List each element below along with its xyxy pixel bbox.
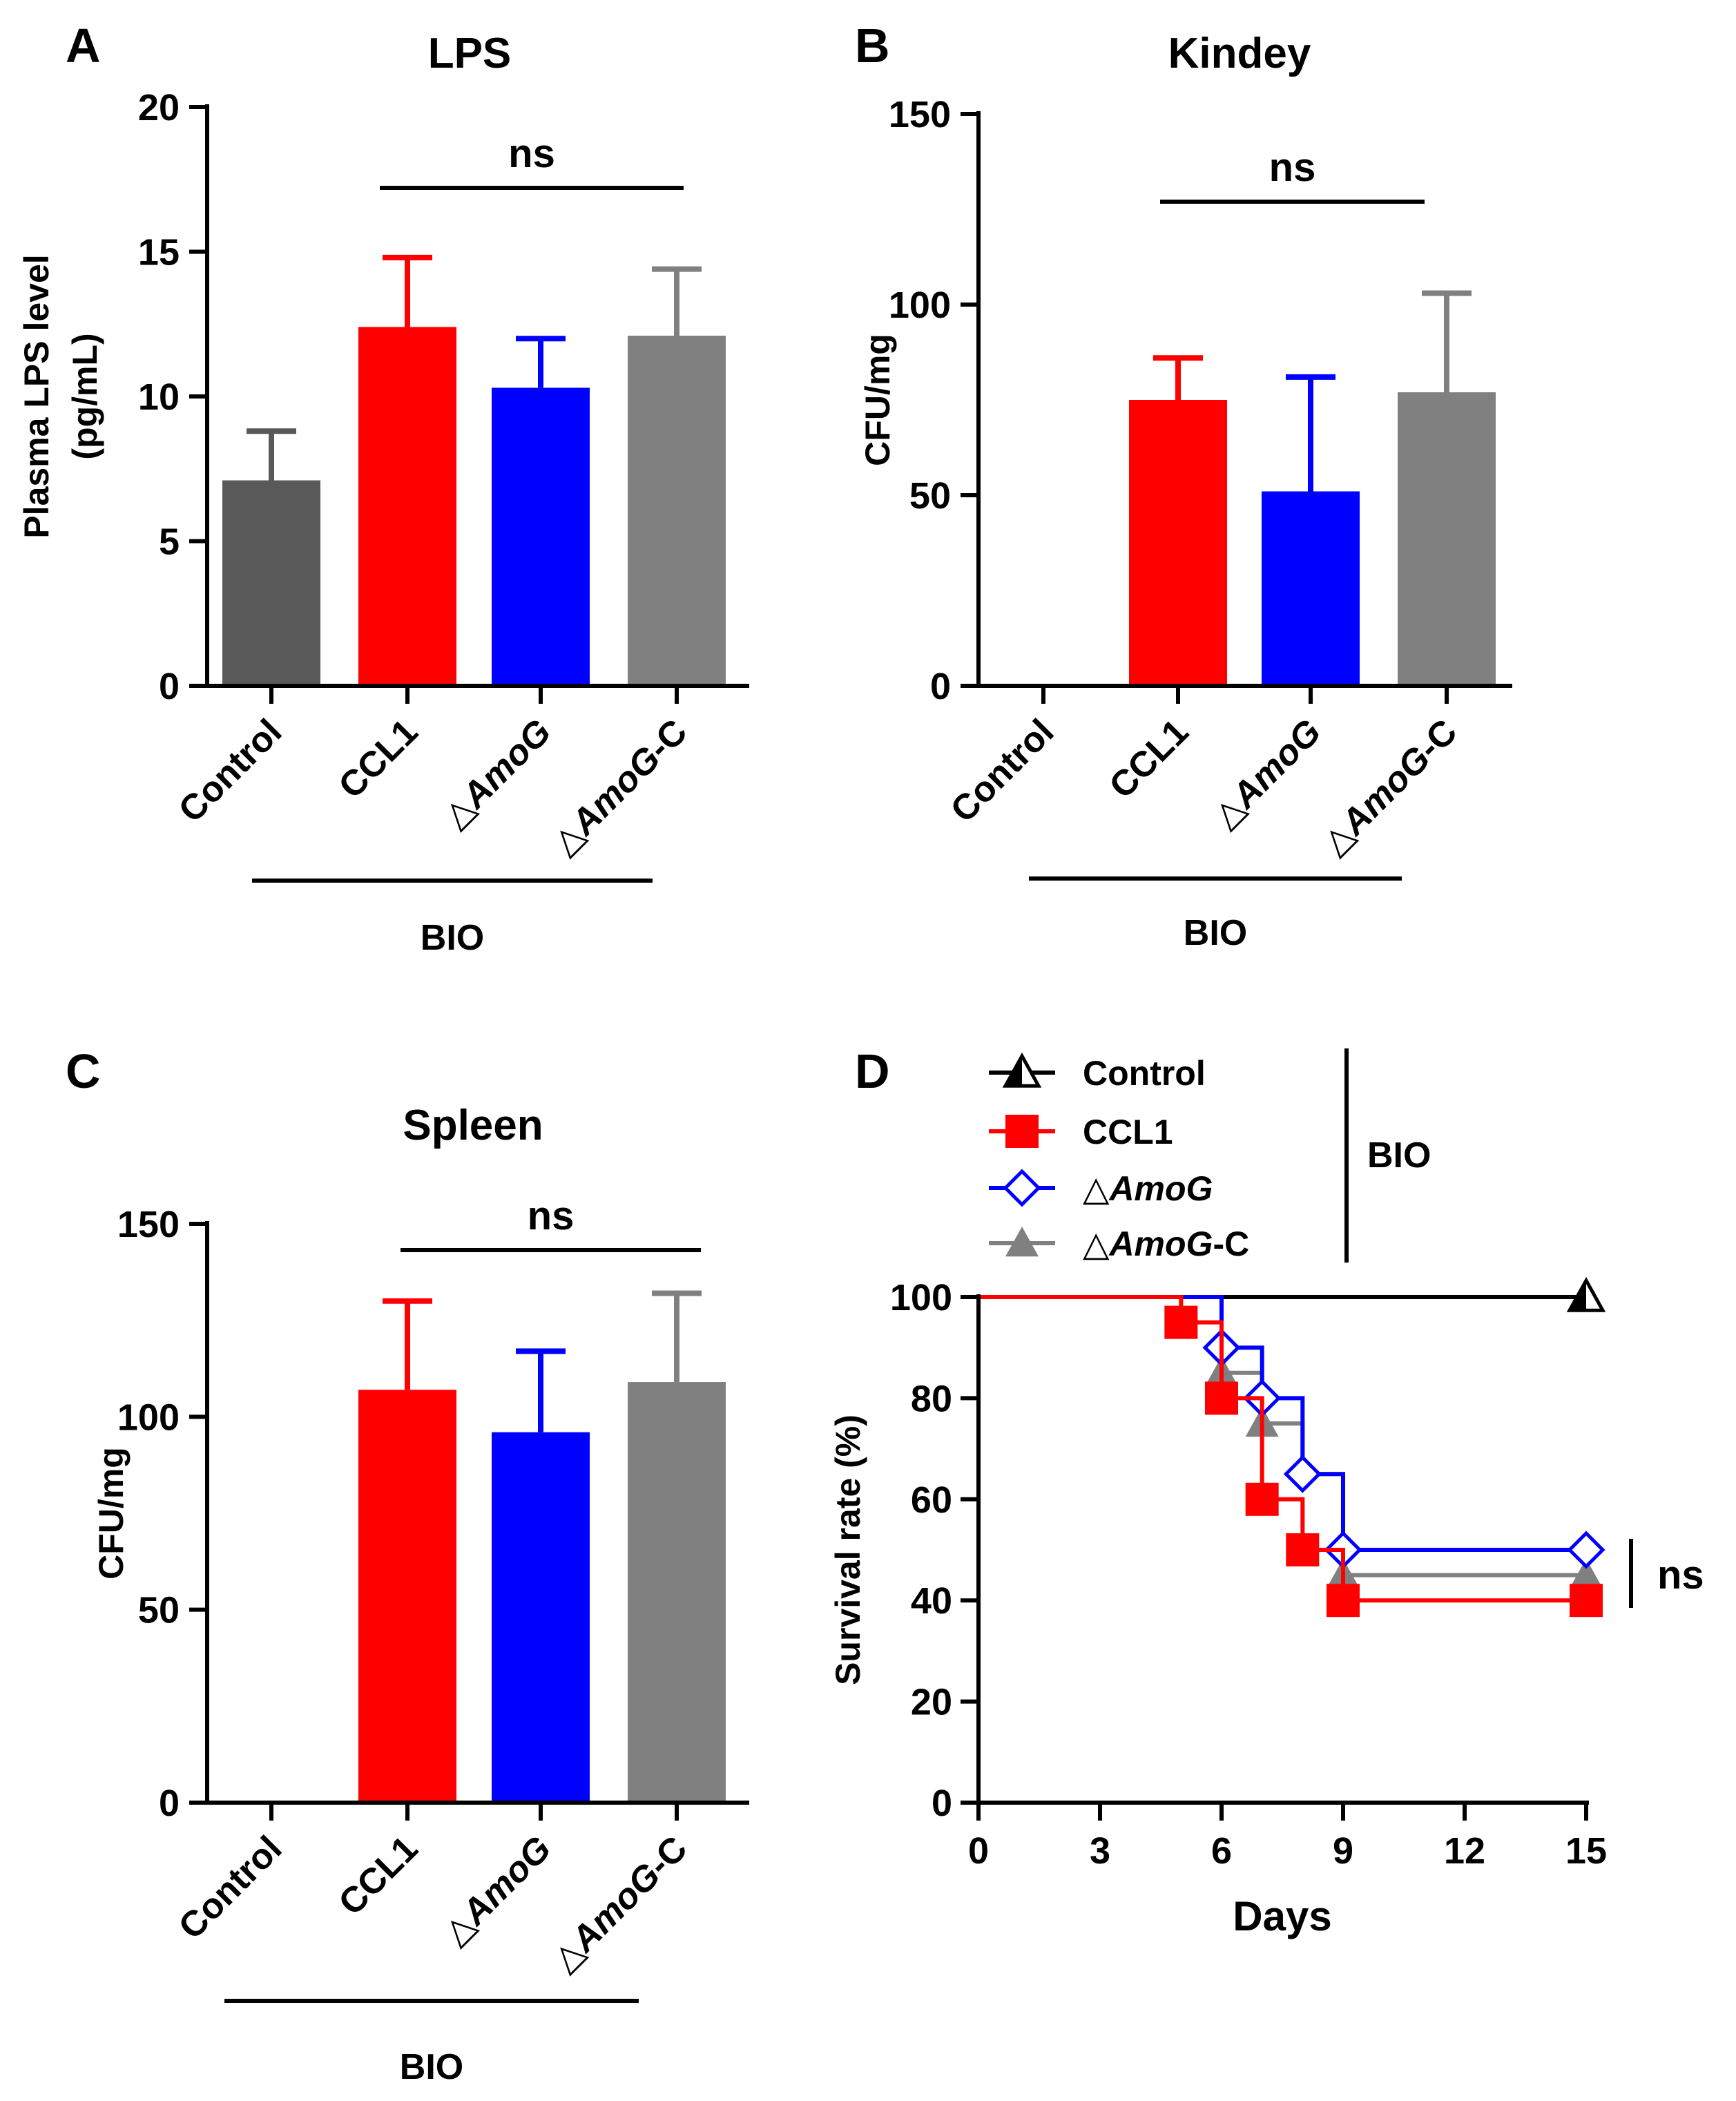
- panel-d-y-tick-label: 0: [932, 1783, 952, 1824]
- panel-d-legend-delta-amog-label: △AmoG: [1083, 1169, 1213, 1208]
- panel-d-legend-delta-amog-c-label: △AmoG-C: [1083, 1225, 1249, 1263]
- panel-b-significance-label: ns: [1269, 145, 1316, 190]
- panel-b-x-tick-label: CCL1: [1101, 711, 1196, 806]
- panel-b-group-label: BIO: [1184, 913, 1247, 953]
- panel-c-x-tick-label: CCL1: [331, 1828, 425, 1923]
- panel-a-y-label-unit: (pg/mL): [66, 333, 104, 459]
- panel-b-x-tick-label: △AmoG-C: [1314, 711, 1465, 862]
- panel-d-series-delta-amog-point: [1283, 1455, 1322, 1493]
- panel-d-series-ccl1-point: [1164, 1305, 1198, 1339]
- panel-a-y-tick-label: 20: [138, 87, 180, 128]
- panel-d-series-delta-amog-c-point: [1570, 1558, 1603, 1589]
- panel-d-legend-ccl1-label: CCL1: [1083, 1113, 1173, 1151]
- panel-d-x-label: Days: [1233, 1893, 1331, 1939]
- panel-a-letter: A: [66, 19, 101, 73]
- panel-d-series-delta-amog-point: [1567, 1531, 1605, 1569]
- panel-c-x-tick-label: △AmoG: [435, 1828, 559, 1953]
- panel-c-letter: C: [66, 1044, 101, 1098]
- panel-d-series-control-point-fill: [1570, 1280, 1586, 1311]
- panel-d-series-ccl1-point: [1205, 1381, 1238, 1415]
- panel-c-y-tick-label: 50: [138, 1590, 180, 1631]
- panel-c-y-tick-label: 0: [159, 1783, 180, 1824]
- panel-d-legend-ccl1-marker: [1005, 1115, 1039, 1148]
- panel-c-significance-label: ns: [528, 1193, 575, 1238]
- panel-d-y-label: Survival rate (%): [829, 1414, 867, 1685]
- panel-b-x-tick-label: △AmoG: [1205, 711, 1329, 836]
- panel-a-bar-delta-amog: [492, 387, 590, 686]
- panel-c-y-tick-label: 150: [117, 1204, 180, 1245]
- panel-d-legend-group-label: BIO: [1367, 1135, 1431, 1176]
- panel-c-bar-delta-amog-c: [628, 1382, 726, 1803]
- panel-a-title: LPS: [428, 30, 512, 77]
- panel-d-series-ccl1-point: [1570, 1584, 1603, 1618]
- panel-d-y-tick-label: 100: [890, 1277, 952, 1318]
- panel-d-series-control-point: [1566, 1276, 1606, 1312]
- panel-d-y-tick-label: 20: [911, 1682, 952, 1723]
- panel-a-y-tick-label: 0: [159, 666, 180, 707]
- panel-a-x-tick-label: CCL1: [331, 711, 425, 806]
- panel-b-y-tick-label: 100: [889, 285, 951, 326]
- panel-a-y-tick-label: 10: [138, 376, 180, 418]
- panel-a-bar-delta-amog-c: [628, 336, 726, 686]
- panel-d-series-delta-amog-c-line: [978, 1295, 1586, 1577]
- panel-b-x-tick-label: Control: [943, 711, 1062, 830]
- panel-d-series-ccl1-line: [978, 1295, 1586, 1603]
- panel-d-significance-label: ns: [1657, 1553, 1704, 1598]
- panel-d-y-tick-label: 40: [911, 1580, 952, 1622]
- panel-d-legend-control-label: Control: [1083, 1054, 1206, 1093]
- panel-d-x-tick-label: 9: [1333, 1830, 1353, 1872]
- panel-d-legend-delta-amog-marker: [1003, 1169, 1041, 1207]
- panel-d-legend-control-marker: [1002, 1052, 1042, 1088]
- panel-c-x-tick-label: Control: [171, 1828, 290, 1947]
- panel-b-title: Kindey: [1168, 30, 1311, 77]
- panel-d-x-tick-label: 3: [1090, 1830, 1110, 1872]
- panel-c-x-tick-label: △AmoG-C: [544, 1828, 695, 1979]
- panel-c-group-label: BIO: [400, 2047, 463, 2087]
- panel-a-x-tick-label: △AmoG: [435, 711, 559, 836]
- panel-b: B Kindey 0 50 100 150 Control CCL1△AmoG△AmoG-C C…: [855, 19, 1512, 953]
- panel-c-y-label: CFU/mg: [92, 1447, 131, 1580]
- panel-c-y-tick-label: 100: [117, 1397, 180, 1438]
- panel-b-bar-ccl1: [1129, 400, 1227, 686]
- panel-d-series-ccl1-point: [1327, 1584, 1360, 1618]
- panel-d-series-ccl1-point: [1245, 1482, 1279, 1516]
- panel-d: D 0 20 40 60 80 100 0 3 6 9 12 15 Days Survival rate (…: [829, 1044, 1704, 1939]
- panel-b-bar-delta-amog: [1262, 491, 1360, 686]
- panel-a-significance-label: ns: [508, 131, 555, 176]
- panel-d-series-ccl1-point: [1286, 1533, 1320, 1566]
- panel-d-letter: D: [855, 1044, 890, 1098]
- panel-a: A LPS 0 5 10 15 20 Control CCL1△AmoG△AmoG-C Plasm…: [17, 19, 749, 958]
- panel-d-x-tick-label: 12: [1444, 1830, 1485, 1872]
- panel-c-bar-ccl1: [358, 1390, 456, 1803]
- panel-a-x-tick-label: △AmoG-C: [544, 711, 695, 862]
- panel-a-y-tick-label: 15: [138, 232, 180, 274]
- panel-b-y-tick-label: 50: [909, 475, 951, 517]
- panel-d-legend-control-marker-fill: [1005, 1056, 1022, 1086]
- panel-a-y-tick-label: 5: [159, 521, 180, 563]
- panel-b-y-tick-label: 0: [930, 666, 951, 707]
- panel-c-bar-delta-amog: [492, 1432, 590, 1803]
- panel-a-group-label: BIO: [421, 918, 484, 958]
- panel-b-letter: B: [855, 19, 890, 73]
- panel-c: C Spleen 0 50 100 150 Control CCL1△AmoG△AmoG-C C…: [66, 1044, 749, 2087]
- panel-d-y-tick-label: 80: [911, 1378, 952, 1419]
- panel-a-bar-ccl1: [358, 327, 456, 686]
- panel-a-y-label: Plasma LPS level: [17, 254, 56, 538]
- panel-d-legend-delta-amog-c-marker: [1005, 1227, 1039, 1257]
- panel-a-bar-control: [222, 480, 320, 686]
- panel-c-title: Spleen: [403, 1102, 543, 1149]
- panel-a-x-tick-label: Control: [171, 711, 290, 830]
- panel-d-x-tick-label: 15: [1565, 1830, 1607, 1872]
- panel-b-bar-delta-amog-c: [1398, 392, 1496, 686]
- panel-d-x-tick-label: 6: [1211, 1830, 1232, 1872]
- panel-b-y-label: CFU/mg: [858, 334, 897, 466]
- panel-d-y-tick-label: 60: [911, 1479, 952, 1521]
- panel-d-x-tick-label: 0: [968, 1830, 989, 1872]
- panel-b-y-tick-label: 150: [889, 94, 951, 135]
